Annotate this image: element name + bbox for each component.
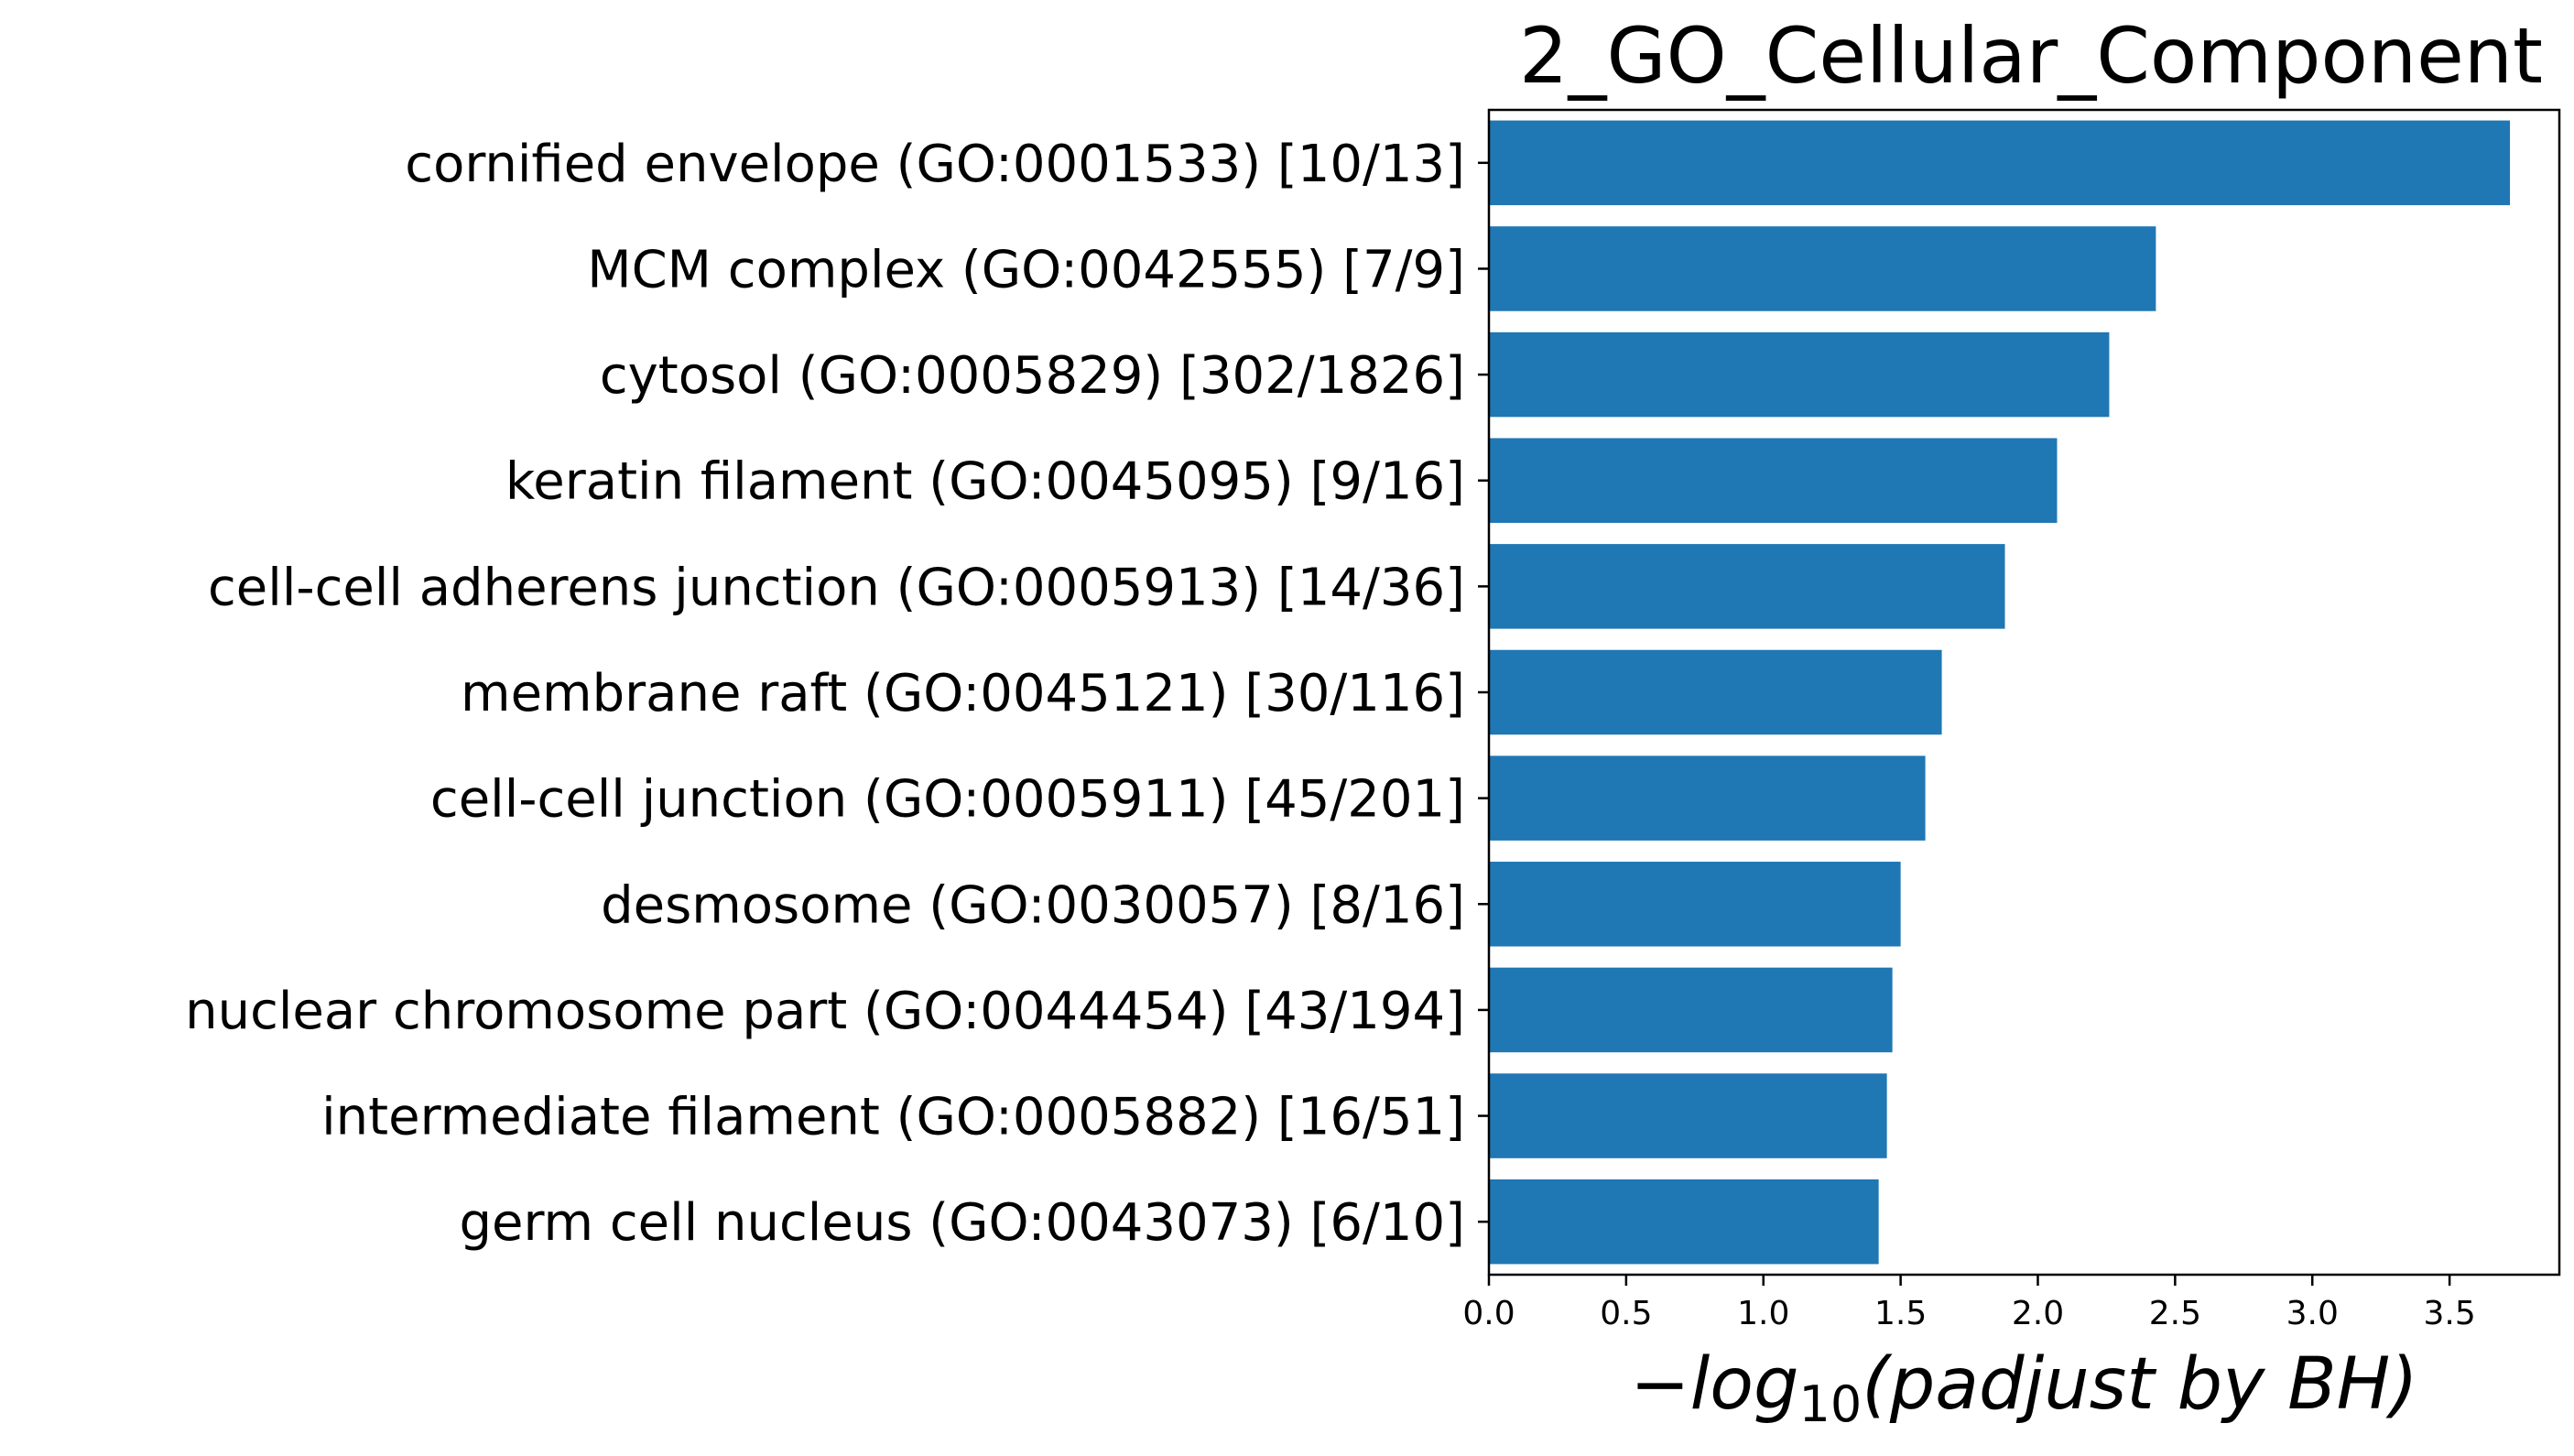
x-tick-label: 2.0 [2012,1295,2064,1332]
bar [1489,120,2511,206]
x-tick-label: 2.5 [2149,1295,2201,1332]
x-tick-label: 0.5 [1600,1295,1652,1332]
bar [1489,1179,1879,1265]
category-labels: cornified envelope (GO:0001533) [10/13] M… [185,135,1489,1253]
bar [1489,862,1901,947]
bar [1489,544,2005,629]
category-label: nuclear chromosome part (GO:0044454) [43… [185,982,1465,1041]
x-tick-label: 0.0 [1462,1295,1515,1332]
x-axis-label-rest: (padjust by BH) [1862,1343,2417,1426]
category-label: cytosol (GO:0005829) [302/1826] [600,346,1465,406]
bar [1489,226,2156,311]
plot-frame [1487,108,2561,1277]
x-axis-label-subscript: 10 [1799,1375,1863,1433]
bar [1489,649,1942,735]
bar [1489,967,1893,1053]
x-axis-label-main: −log [1630,1343,1798,1426]
x-axis-ticks: 0.0 0.5 1.0 1.5 2.0 2.5 3.0 3.5 [1462,1275,2476,1332]
category-label: cell-cell adherens junction (GO:0005913)… [208,558,1465,617]
bars-group [1489,120,2511,1265]
bar [1489,331,2110,418]
category-label: germ cell nucleus (GO:0043073) [6/10] [459,1193,1465,1253]
x-tick-label: 1.5 [1874,1295,1927,1332]
chart-title: 2_GO_Cellular_Component [1519,11,2543,101]
category-label: MCM complex (GO:0042555) [7/9] [587,240,1465,299]
category-label: desmosome (GO:0030057) [8/16] [601,875,1465,935]
category-label: keratin filament (GO:0045095) [9/16] [505,452,1465,512]
category-label: cornified envelope (GO:0001533) [10/13] [405,135,1465,194]
bar [1489,1073,1887,1158]
x-tick-label: 3.5 [2423,1295,2475,1332]
bar [1489,438,2058,523]
x-axis-label: −log10(padjust by BH) [1630,1343,2417,1433]
x-tick-label: 3.0 [2286,1295,2339,1332]
x-tick-label: 1.0 [1737,1295,1789,1332]
category-label: intermediate filament (GO:0005882) [16/5… [321,1088,1465,1147]
category-label: membrane raft (GO:0045121) [30/116] [461,664,1465,723]
bar [1489,755,1926,841]
category-label: cell-cell junction (GO:0005911) [45/201] [430,770,1465,830]
